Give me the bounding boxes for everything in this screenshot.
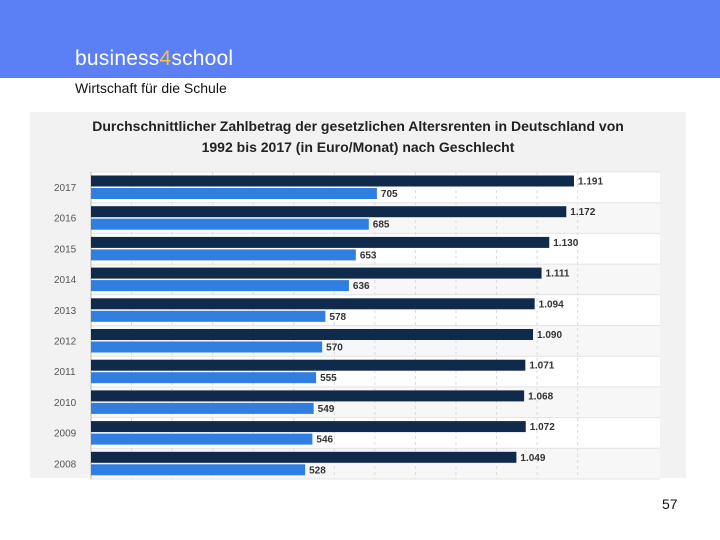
bar (91, 267, 542, 279)
data-label: 1.090 (537, 330, 562, 341)
bar (91, 451, 517, 463)
bar (91, 188, 377, 199)
data-label: 549 (318, 404, 335, 415)
data-label: 1.191 (578, 177, 603, 188)
bar (91, 359, 526, 371)
chart-title: Durchschnittlicher Zahlbetrag der gesetz… (30, 116, 686, 158)
y-tick-label: 2016 (54, 214, 77, 225)
data-label: 1.172 (570, 207, 595, 218)
data-label: 653 (360, 250, 377, 261)
data-label: 1.130 (553, 238, 578, 249)
data-label: 685 (373, 220, 390, 231)
bar (91, 310, 326, 322)
subtitle: Wirtschaft für die Schule (75, 80, 227, 96)
bar (91, 218, 369, 230)
bar (91, 341, 323, 353)
page-number: 57 (662, 496, 678, 512)
y-tick-label: 2010 (54, 398, 77, 409)
bar (91, 421, 526, 433)
y-tick-label: 2017 (54, 183, 77, 194)
y-tick-label: 2008 (54, 459, 77, 470)
brand-logo: business4school (75, 47, 233, 71)
y-tick-label: 2012 (54, 337, 77, 348)
data-label: 1.068 (528, 391, 553, 402)
data-label: 1.071 (529, 361, 554, 372)
bar (91, 433, 313, 445)
bar (91, 280, 349, 292)
chart-title-line-1: Durchschnittlicher Zahlbetrag der gesetz… (92, 118, 624, 134)
brand-accent: 4 (159, 47, 172, 70)
data-label: 555 (320, 373, 337, 384)
data-label: 636 (353, 281, 370, 292)
header-bar (0, 0, 720, 78)
bar (91, 175, 574, 187)
bar (91, 249, 356, 261)
data-label: 1.049 (520, 453, 545, 464)
y-tick-label: 2009 (54, 429, 77, 440)
y-tick-label: 2013 (54, 306, 77, 317)
bar (91, 390, 525, 402)
y-tick-label: 2011 (54, 367, 76, 378)
bar (91, 206, 567, 218)
data-label: 1.094 (539, 299, 564, 310)
y-tick-label: 2014 (54, 275, 77, 286)
bar (91, 372, 317, 384)
data-label: 705 (381, 189, 398, 200)
data-label: 528 (309, 465, 326, 476)
bar (91, 236, 550, 248)
data-label: 570 (326, 343, 343, 354)
data-label: 1.111 (546, 269, 570, 280)
bar (91, 402, 314, 414)
brand-text-1: business (75, 47, 160, 70)
data-label: 1.072 (530, 422, 555, 433)
data-label: 546 (316, 435, 333, 446)
y-tick-label: 2015 (54, 244, 77, 255)
brand-text-2: school (171, 47, 234, 70)
bar (91, 329, 534, 340)
chart-title-line-2: 1992 bis 2017 (in Euro/Monat) nach Gesch… (201, 139, 515, 155)
bar (91, 464, 306, 476)
data-label: 578 (329, 312, 346, 323)
bar (91, 298, 535, 310)
